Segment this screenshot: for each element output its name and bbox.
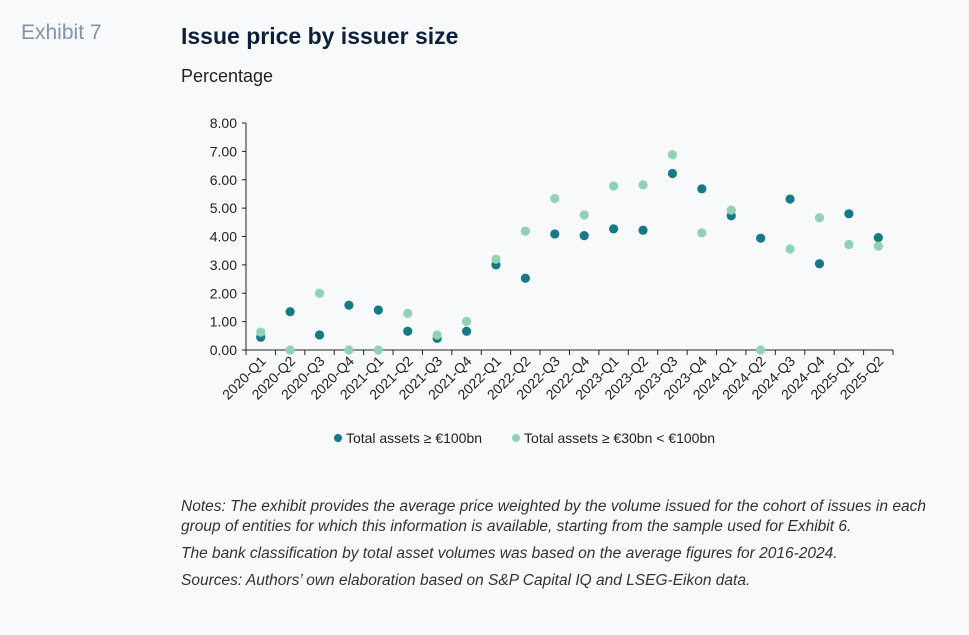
data-point: [667, 150, 678, 160]
data-point: [609, 181, 619, 191]
data-point: [550, 229, 560, 239]
data-point: [373, 345, 383, 355]
data-point: [785, 194, 795, 204]
data-point: [873, 241, 883, 251]
legend-label-large: Total assets ≥ €100bn: [345, 430, 483, 446]
y-tick-label: 3.00: [210, 257, 237, 273]
chart-subtitle: Percentage: [181, 66, 274, 86]
legend-item-mid: Total assets ≥ €30bn < €100bn: [512, 430, 715, 446]
data-point: [403, 326, 413, 336]
data-point: [520, 273, 530, 283]
sources-note: Sources: Authors’ own elaboration based …: [181, 572, 751, 589]
classification-note: The bank classification by total asset v…: [181, 545, 838, 562]
data-point: [697, 184, 707, 194]
data-point: [756, 233, 766, 243]
data-point: [579, 210, 589, 220]
data-point: [256, 327, 266, 337]
data-point: [667, 168, 678, 179]
y-axis: 0.00 1.00 2.00 3.00 4.00 5.00 6.00 7.00 8.00: [210, 115, 247, 358]
notes-text: Notes: The exhibit provides the average …: [181, 498, 926, 535]
notes-section: Notes: The exhibit provides the average …: [181, 497, 926, 598]
series-mid: [256, 150, 883, 355]
data-points: [256, 150, 883, 355]
x-axis: 2020-Q12020-Q22020-Q32020-Q42021-Q12021-…: [219, 349, 894, 403]
exhibit-label: Exhibit 7: [21, 21, 102, 44]
legend-label-mid: Total assets ≥ €30bn < €100bn: [524, 430, 716, 446]
data-point: [491, 254, 501, 264]
data-point: [579, 231, 589, 241]
data-point: [844, 209, 854, 219]
legend-marker-large: [333, 434, 342, 442]
data-point: [609, 224, 619, 234]
data-point: [785, 244, 795, 254]
data-point: [461, 316, 472, 326]
data-point: [814, 213, 825, 223]
scatter-chart: 0.00 1.00 2.00 3.00 4.00 5.00 6.00 7.00 8.00 202…: [210, 115, 894, 403]
data-point: [285, 345, 295, 355]
data-point: [373, 305, 383, 315]
data-point: [844, 239, 854, 250]
legend-marker-mid: [512, 434, 521, 442]
data-point: [726, 205, 736, 215]
data-point: [285, 307, 295, 317]
data-point: [756, 345, 766, 355]
data-point: [550, 193, 560, 204]
data-point: [403, 308, 413, 318]
data-point: [638, 225, 648, 235]
legend-item-large: Total assets ≥ €100bn: [333, 430, 483, 446]
data-point: [697, 228, 707, 238]
y-tick-label: 1.00: [210, 314, 237, 330]
series-large: [256, 168, 883, 343]
y-tick-label: 8.00: [210, 115, 237, 131]
y-tick-label: 7.00: [210, 143, 237, 159]
data-point: [344, 300, 354, 310]
y-tick-label: 6.00: [210, 172, 237, 188]
data-point: [638, 180, 648, 190]
data-point: [461, 326, 472, 336]
data-point: [873, 233, 883, 243]
y-tick-label: 0.00: [210, 342, 237, 358]
chart-title: Issue price by issuer size: [181, 23, 459, 49]
data-point: [314, 330, 325, 340]
data-point: [432, 330, 442, 340]
data-point: [520, 226, 530, 236]
data-point: [344, 345, 354, 355]
y-tick-label: 4.00: [210, 229, 237, 245]
data-point: [814, 259, 825, 269]
legend: Total assets ≥ €100bn Total assets ≥ €30…: [0, 430, 969, 446]
y-tick-label: 2.00: [210, 285, 237, 301]
data-point: [314, 288, 325, 298]
y-tick-label: 5.00: [210, 200, 237, 216]
